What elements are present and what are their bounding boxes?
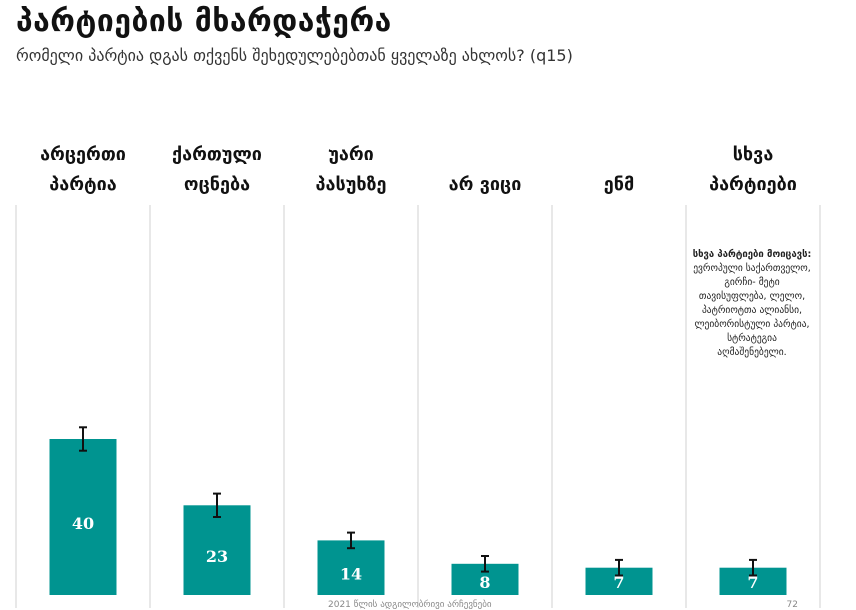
category-label: არ ვიცი [418, 134, 552, 200]
category-label: ქართული ოცნება [150, 134, 284, 200]
category-label-line: სხვა [732, 144, 774, 165]
bar [183, 505, 251, 595]
data-label: 7 [747, 573, 758, 592]
bar [49, 439, 117, 595]
category-label: ენმ [552, 134, 686, 200]
note-title: სხვა პარტიები მოიცავს: [692, 249, 812, 260]
category-label-line: უარი [328, 144, 374, 165]
category-label: არცერთი პარტია [16, 134, 150, 200]
category-label-line: არცერთი [40, 144, 126, 165]
category-label: უარი პასუხზე [284, 134, 418, 200]
category-label-line: ოცნება [183, 174, 251, 195]
other-parties-note: სხვა პარტიები მოიცავს: ევროპული საქართვე… [692, 248, 812, 360]
category-label-line: არ ვიცი [448, 174, 522, 195]
data-label: 40 [72, 514, 94, 533]
chart-subtitle: რომელი პარტია დგას თქვენს შეხედულებებთან… [16, 46, 573, 65]
note-body: ევროპული საქართველო, გირჩი- მეტი თავისუფ… [693, 263, 811, 358]
category-label-line: ქართული [172, 144, 262, 165]
data-label: 14 [340, 565, 362, 584]
chart-title: პარტიების მხარდაჭერა [16, 4, 392, 39]
data-label: 23 [206, 547, 228, 566]
category-label-line: პარტია [49, 174, 117, 195]
page-number: 72 [786, 600, 798, 610]
category-label-line: პარტიები [709, 174, 797, 195]
category-label-line: ენმ [603, 174, 635, 195]
bar [317, 540, 385, 595]
data-label: 7 [613, 573, 624, 592]
category-label: სხვა პარტიები [686, 134, 820, 200]
data-label: 8 [479, 573, 490, 592]
footer-text: 2021 წლის ადგილობრივი არჩევნები [328, 600, 492, 610]
category-label-line: პასუხზე [315, 174, 387, 195]
